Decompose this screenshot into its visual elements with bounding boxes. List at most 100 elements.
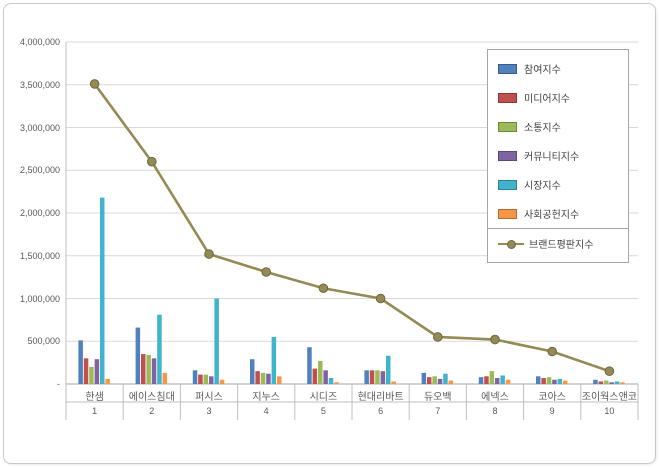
legend-label: 미디어지수: [524, 94, 570, 105]
line-marker: [147, 156, 157, 167]
line-marker: [604, 366, 615, 376]
line-marker: [89, 79, 100, 89]
y-axis-label: 2,500,000: [19, 165, 60, 176]
y-axis-label: 1,000,000: [19, 293, 60, 304]
bar: [380, 371, 386, 384]
x-category-number: 2: [149, 406, 155, 416]
bar: [364, 370, 369, 384]
x-category-number: 3: [206, 406, 212, 416]
bar: [198, 374, 203, 384]
bar: [421, 372, 427, 384]
bar: [448, 380, 454, 384]
y-axis-label: -: [57, 379, 60, 389]
legend-item-communication: 소통지수: [488, 112, 628, 141]
bar: [162, 372, 168, 384]
bar: [151, 358, 157, 384]
bar: [94, 359, 100, 384]
bar: [100, 197, 105, 384]
legend-item-community: 커뮤니티지수: [488, 141, 628, 170]
x-category-number: 7: [435, 406, 441, 416]
y-axis-label: 500,000: [27, 336, 60, 347]
bar: [432, 376, 437, 384]
bar: [552, 379, 557, 384]
legend-item-media: 미디어지수: [488, 83, 628, 112]
bar: [375, 370, 380, 384]
x-category-number: 5: [320, 406, 326, 416]
line-marker: [490, 334, 500, 345]
legend: 참여지수 미디어지수 소통지수 커뮤니티지수 시장지수 사회공헌지수: [487, 49, 629, 263]
x-category-number: 10: [604, 406, 615, 416]
bar: [443, 373, 448, 384]
line-marker: [261, 267, 272, 277]
bar: [536, 376, 541, 384]
bar: [105, 378, 110, 384]
bar: [219, 379, 225, 384]
market-swatch-icon: [498, 179, 517, 190]
bar: [266, 373, 271, 384]
media-swatch-icon: [498, 92, 517, 103]
bar: [78, 340, 83, 384]
y-axis-label: 3,500,000: [19, 79, 60, 90]
line-marker: [375, 293, 386, 304]
x-category-label: 퍼시스: [195, 392, 223, 403]
bar: [141, 354, 146, 384]
bar: [157, 314, 162, 384]
legend-item-reputation: 브랜드평판지수: [488, 228, 628, 258]
trend-line: [93, 83, 610, 373]
bar: [146, 354, 151, 384]
x-category-label: 조이웍스앤코: [581, 392, 637, 403]
communication-swatch-icon: [498, 121, 517, 132]
y-axis-label: 4,000,000: [19, 37, 60, 47]
bar: [437, 378, 443, 384]
reputation-line-icon: [498, 239, 524, 249]
x-category-label: 에이스침대: [128, 392, 175, 403]
bar: [391, 381, 396, 384]
legend-item-social: 사회공헌지수: [488, 199, 628, 228]
line-marker: [547, 346, 558, 357]
y-axis-label: 1,500,000: [19, 250, 60, 261]
bar: [386, 355, 391, 384]
bar: [604, 380, 609, 384]
x-category-label: 에넥스: [481, 392, 509, 403]
bar: [484, 376, 489, 384]
x-category-label: 듀오백: [423, 392, 452, 403]
bar: [489, 371, 495, 384]
bar: [89, 366, 94, 384]
bar: [563, 380, 568, 384]
bar: [318, 360, 323, 384]
bar: [620, 382, 625, 384]
bar: [209, 376, 214, 384]
bar: [307, 347, 312, 384]
bar: [83, 358, 89, 384]
legend-label: 사회공헌지수: [524, 210, 580, 221]
x-category-number: 6: [378, 406, 384, 416]
bar: [546, 377, 552, 384]
bar: [250, 359, 255, 384]
bar: [478, 377, 484, 384]
bar: [312, 368, 318, 384]
bar: [598, 381, 604, 384]
x-category-label: 현대리바트: [357, 392, 404, 403]
x-category-label: 시디즈: [309, 392, 338, 403]
bar: [277, 376, 282, 384]
bar: [609, 382, 614, 384]
social-swatch-icon: [498, 208, 517, 219]
bar: [203, 374, 209, 384]
bar: [334, 382, 339, 384]
line-marker: [318, 283, 329, 294]
x-category-label: 지누스: [252, 392, 280, 403]
bar: [427, 377, 432, 384]
legend-label: 브랜드평판지수: [529, 240, 594, 251]
legend-label: 커뮤니티지수: [524, 152, 580, 163]
x-category-label: 한샘: [85, 392, 104, 403]
bar: [255, 371, 260, 384]
bar: [260, 372, 266, 384]
marker-glyph: [507, 239, 516, 249]
bar: [192, 370, 198, 384]
x-category-number: 9: [549, 406, 555, 416]
community-swatch-icon: [498, 150, 517, 161]
bar: [328, 378, 334, 384]
bar: [323, 370, 328, 384]
x-category-number: 4: [263, 406, 269, 416]
